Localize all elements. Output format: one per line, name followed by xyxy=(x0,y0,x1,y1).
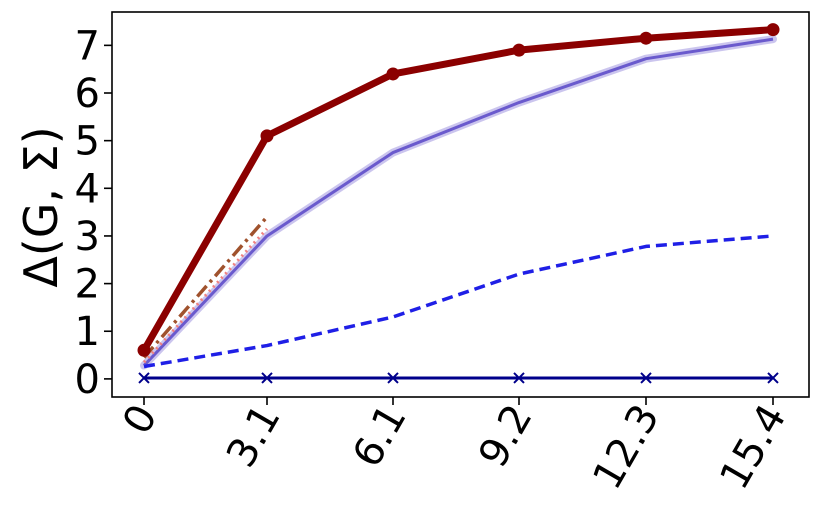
series-0 xyxy=(137,23,780,357)
series-4 xyxy=(142,215,269,359)
x-tick-label-0: 0 xyxy=(114,397,167,442)
y-tick-label-3: 3 xyxy=(75,214,100,260)
series-0-point-2 xyxy=(386,67,400,81)
series-5-line xyxy=(142,227,269,364)
series-3-point-0 xyxy=(138,372,150,384)
x-axis: 0 3.1 6.1 9.2 12.3 15.4 xyxy=(114,397,796,497)
y-tick-label-4: 4 xyxy=(75,166,100,212)
series-3-point-5 xyxy=(767,372,779,384)
y-tick-label-7: 7 xyxy=(75,23,100,69)
series-3-point-4 xyxy=(640,372,652,384)
series-0-line xyxy=(140,26,774,353)
x-tick-label-5: 15.4 xyxy=(711,397,795,497)
x-tick-label-2: 6.1 xyxy=(344,397,416,475)
plot-frame xyxy=(111,11,810,398)
series-0-point-3 xyxy=(512,43,526,57)
series-0-point-5 xyxy=(766,23,780,37)
series-3-point-3 xyxy=(513,372,525,384)
y-tick-label-1: 1 xyxy=(75,309,100,355)
series-5 xyxy=(142,227,269,364)
series-0-point-0 xyxy=(137,343,151,357)
x-tick-label-1: 3.1 xyxy=(218,397,290,475)
series-0-point-1 xyxy=(260,129,274,143)
series-layer xyxy=(137,23,780,384)
series-2 xyxy=(143,234,774,369)
y-tick-label-2: 2 xyxy=(75,262,100,308)
series-3-point-2 xyxy=(387,372,399,384)
x-tick-label-3: 9.2 xyxy=(470,397,542,475)
x-tick-label-4: 12.3 xyxy=(584,397,668,497)
series-3-point-1 xyxy=(261,372,273,384)
series-2-line xyxy=(143,234,774,369)
series-3 xyxy=(138,372,779,384)
series-1 xyxy=(140,35,777,370)
series-0-point-4 xyxy=(639,31,653,45)
y-tick-label-6: 6 xyxy=(75,71,100,117)
y-tick-label-0: 0 xyxy=(75,357,100,403)
series-1-line xyxy=(142,37,774,367)
series-4-line xyxy=(142,215,269,359)
y-axis-label: Δ(G, Σ) xyxy=(14,126,68,287)
y-tick-label-5: 5 xyxy=(75,119,100,165)
